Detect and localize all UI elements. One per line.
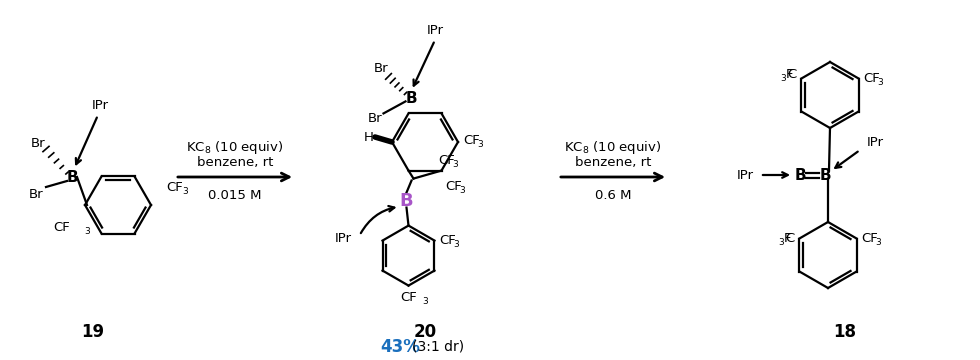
Text: Br: Br [30, 136, 45, 149]
Text: 43%: 43% [380, 338, 420, 356]
Text: 20: 20 [414, 323, 436, 341]
Text: (3:1 dr): (3:1 dr) [412, 340, 465, 354]
Text: CF: CF [446, 180, 463, 193]
Text: 0.015 M: 0.015 M [209, 189, 262, 202]
Text: CF: CF [439, 234, 457, 247]
Text: CF: CF [53, 220, 70, 234]
Text: 3: 3 [875, 238, 881, 247]
Text: C: C [787, 68, 797, 81]
Text: Br: Br [28, 188, 43, 201]
Text: benzene, rt: benzene, rt [197, 156, 273, 168]
Text: IPr: IPr [91, 99, 109, 112]
Text: B: B [794, 167, 806, 183]
Text: Br: Br [368, 112, 383, 125]
Text: C: C [785, 232, 795, 245]
Text: CF: CF [463, 134, 480, 147]
Text: 3: 3 [877, 78, 883, 87]
Text: 3: 3 [460, 186, 465, 195]
Text: B: B [406, 91, 417, 106]
Text: 3: 3 [477, 140, 483, 149]
Text: 3: 3 [779, 238, 784, 247]
Text: B: B [67, 170, 77, 185]
Text: F: F [784, 232, 792, 245]
Text: IPr: IPr [335, 232, 352, 245]
Text: IPr: IPr [737, 168, 754, 181]
Text: F: F [786, 68, 794, 81]
Text: 3: 3 [454, 240, 460, 249]
Text: H: H [364, 131, 374, 144]
Text: CF: CF [400, 291, 416, 304]
Text: 18: 18 [834, 323, 857, 341]
Text: 3: 3 [781, 74, 786, 83]
Text: IPr: IPr [866, 135, 884, 149]
Text: CF: CF [438, 154, 456, 167]
Text: CF: CF [861, 232, 878, 245]
Text: 3: 3 [84, 226, 90, 235]
Text: 3: 3 [182, 186, 188, 195]
Text: B: B [400, 192, 414, 210]
Text: KC$_8$ (10 equiv): KC$_8$ (10 equiv) [186, 139, 283, 156]
Text: 19: 19 [81, 323, 105, 341]
Text: B: B [819, 167, 831, 183]
Text: CF: CF [863, 72, 880, 85]
Text: 0.6 M: 0.6 M [595, 189, 631, 202]
Text: 3: 3 [422, 297, 428, 306]
Text: KC$_8$ (10 equiv): KC$_8$ (10 equiv) [564, 139, 662, 156]
Text: Br: Br [374, 62, 389, 75]
Text: benzene, rt: benzene, rt [575, 156, 651, 168]
Text: IPr: IPr [426, 23, 444, 36]
Text: CF: CF [166, 180, 182, 194]
Text: 3: 3 [453, 160, 459, 169]
